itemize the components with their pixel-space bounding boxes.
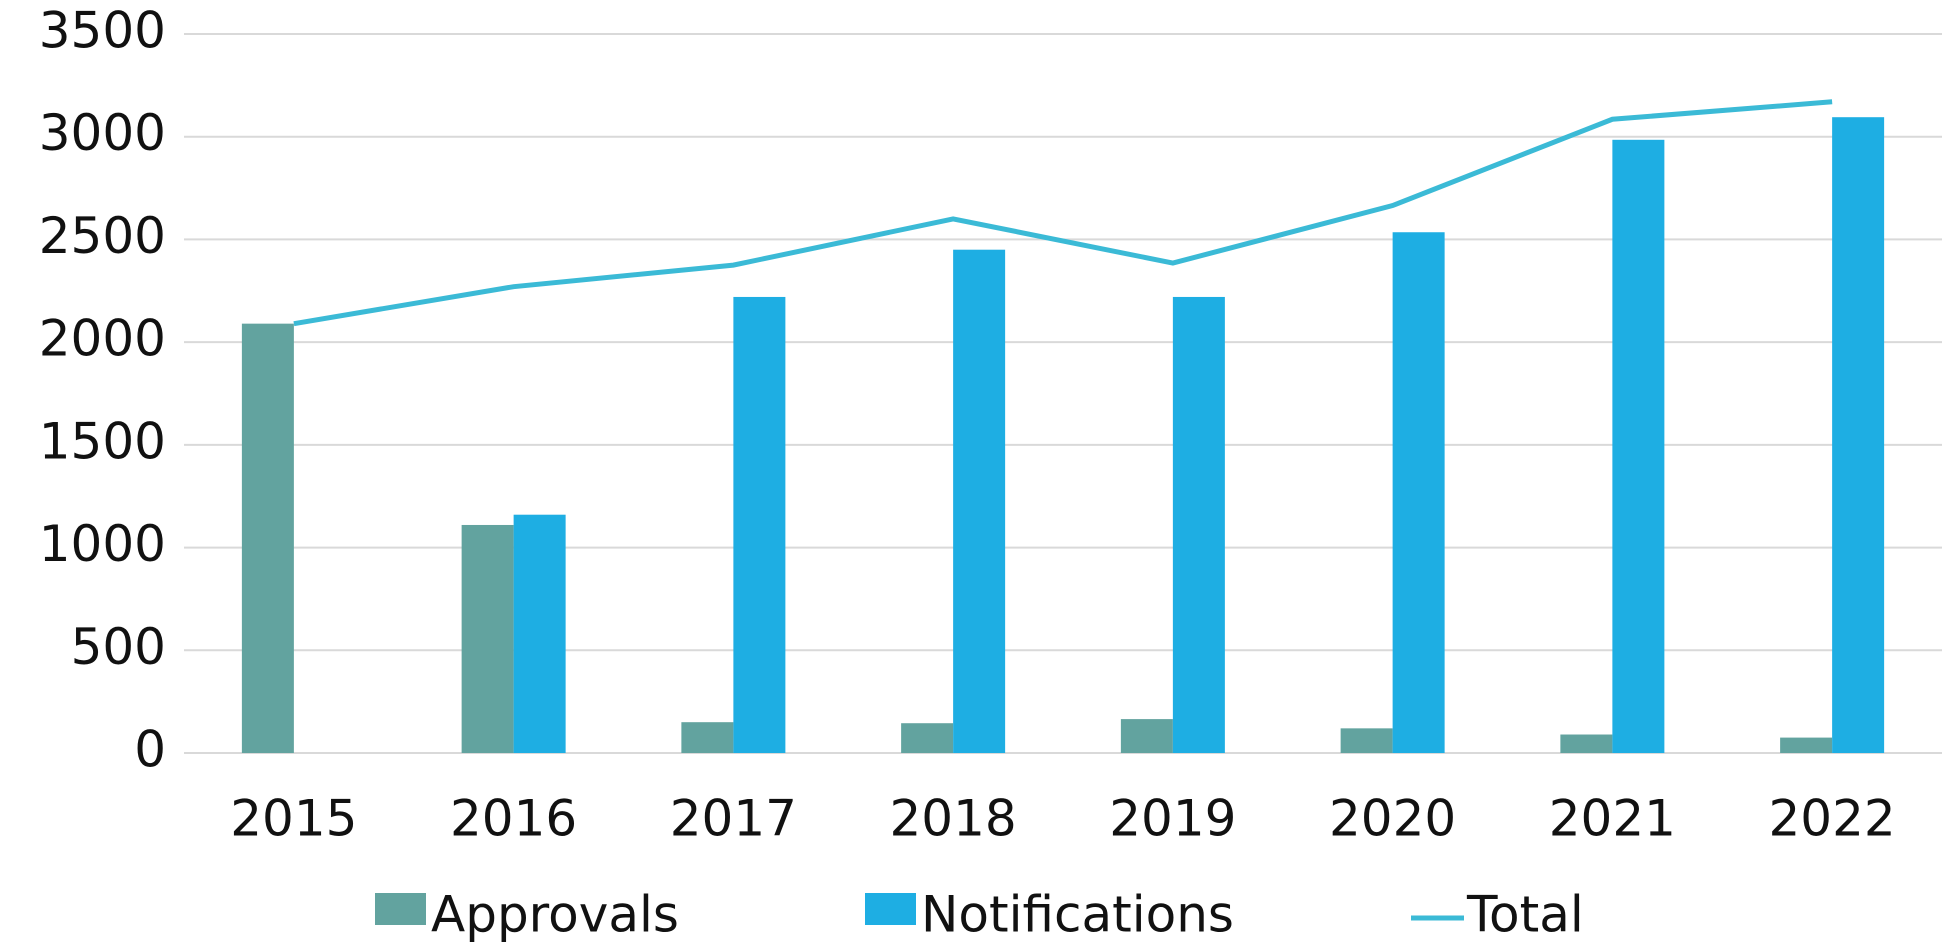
bar [1560,734,1613,753]
legend-label: Notifications [921,886,1234,944]
x-tick-label: 2021 [1549,790,1676,848]
x-tick-label: 2016 [450,790,577,848]
x-tick-label: 2015 [230,790,357,848]
bar [241,323,294,753]
bar [1340,728,1393,753]
x-tick-label: 2018 [890,790,1017,848]
bar [1612,139,1665,753]
bar [1392,232,1445,753]
bar [953,249,1006,753]
x-tick-label: 2020 [1329,790,1456,848]
legend-label: Approvals [431,886,679,944]
legend-swatch [375,893,426,925]
line [293,99,1833,327]
bar [733,296,786,753]
bar [1172,296,1225,753]
legend-swatch [865,893,916,925]
y-tick-label: 1500 [39,412,166,470]
x-tick-label: 2019 [1109,790,1236,848]
bar [681,722,734,753]
bar [1832,117,1885,754]
y-tick-label: 3000 [39,104,166,162]
y-tick-label: 3500 [39,2,166,60]
bar [1780,737,1833,753]
bar [901,723,954,753]
bar [513,514,566,753]
x-tick-label: 2022 [1769,790,1896,848]
y-tick-label: 500 [71,618,166,676]
y-tick-label: 2000 [39,310,166,368]
x-tick-label: 2017 [670,790,797,848]
legend-label: Total [1466,886,1584,944]
y-tick-label: 0 [134,721,166,779]
bar [461,524,514,753]
y-tick-label: 2500 [39,207,166,265]
bar [1120,719,1173,753]
y-tick-label: 1000 [39,515,166,573]
